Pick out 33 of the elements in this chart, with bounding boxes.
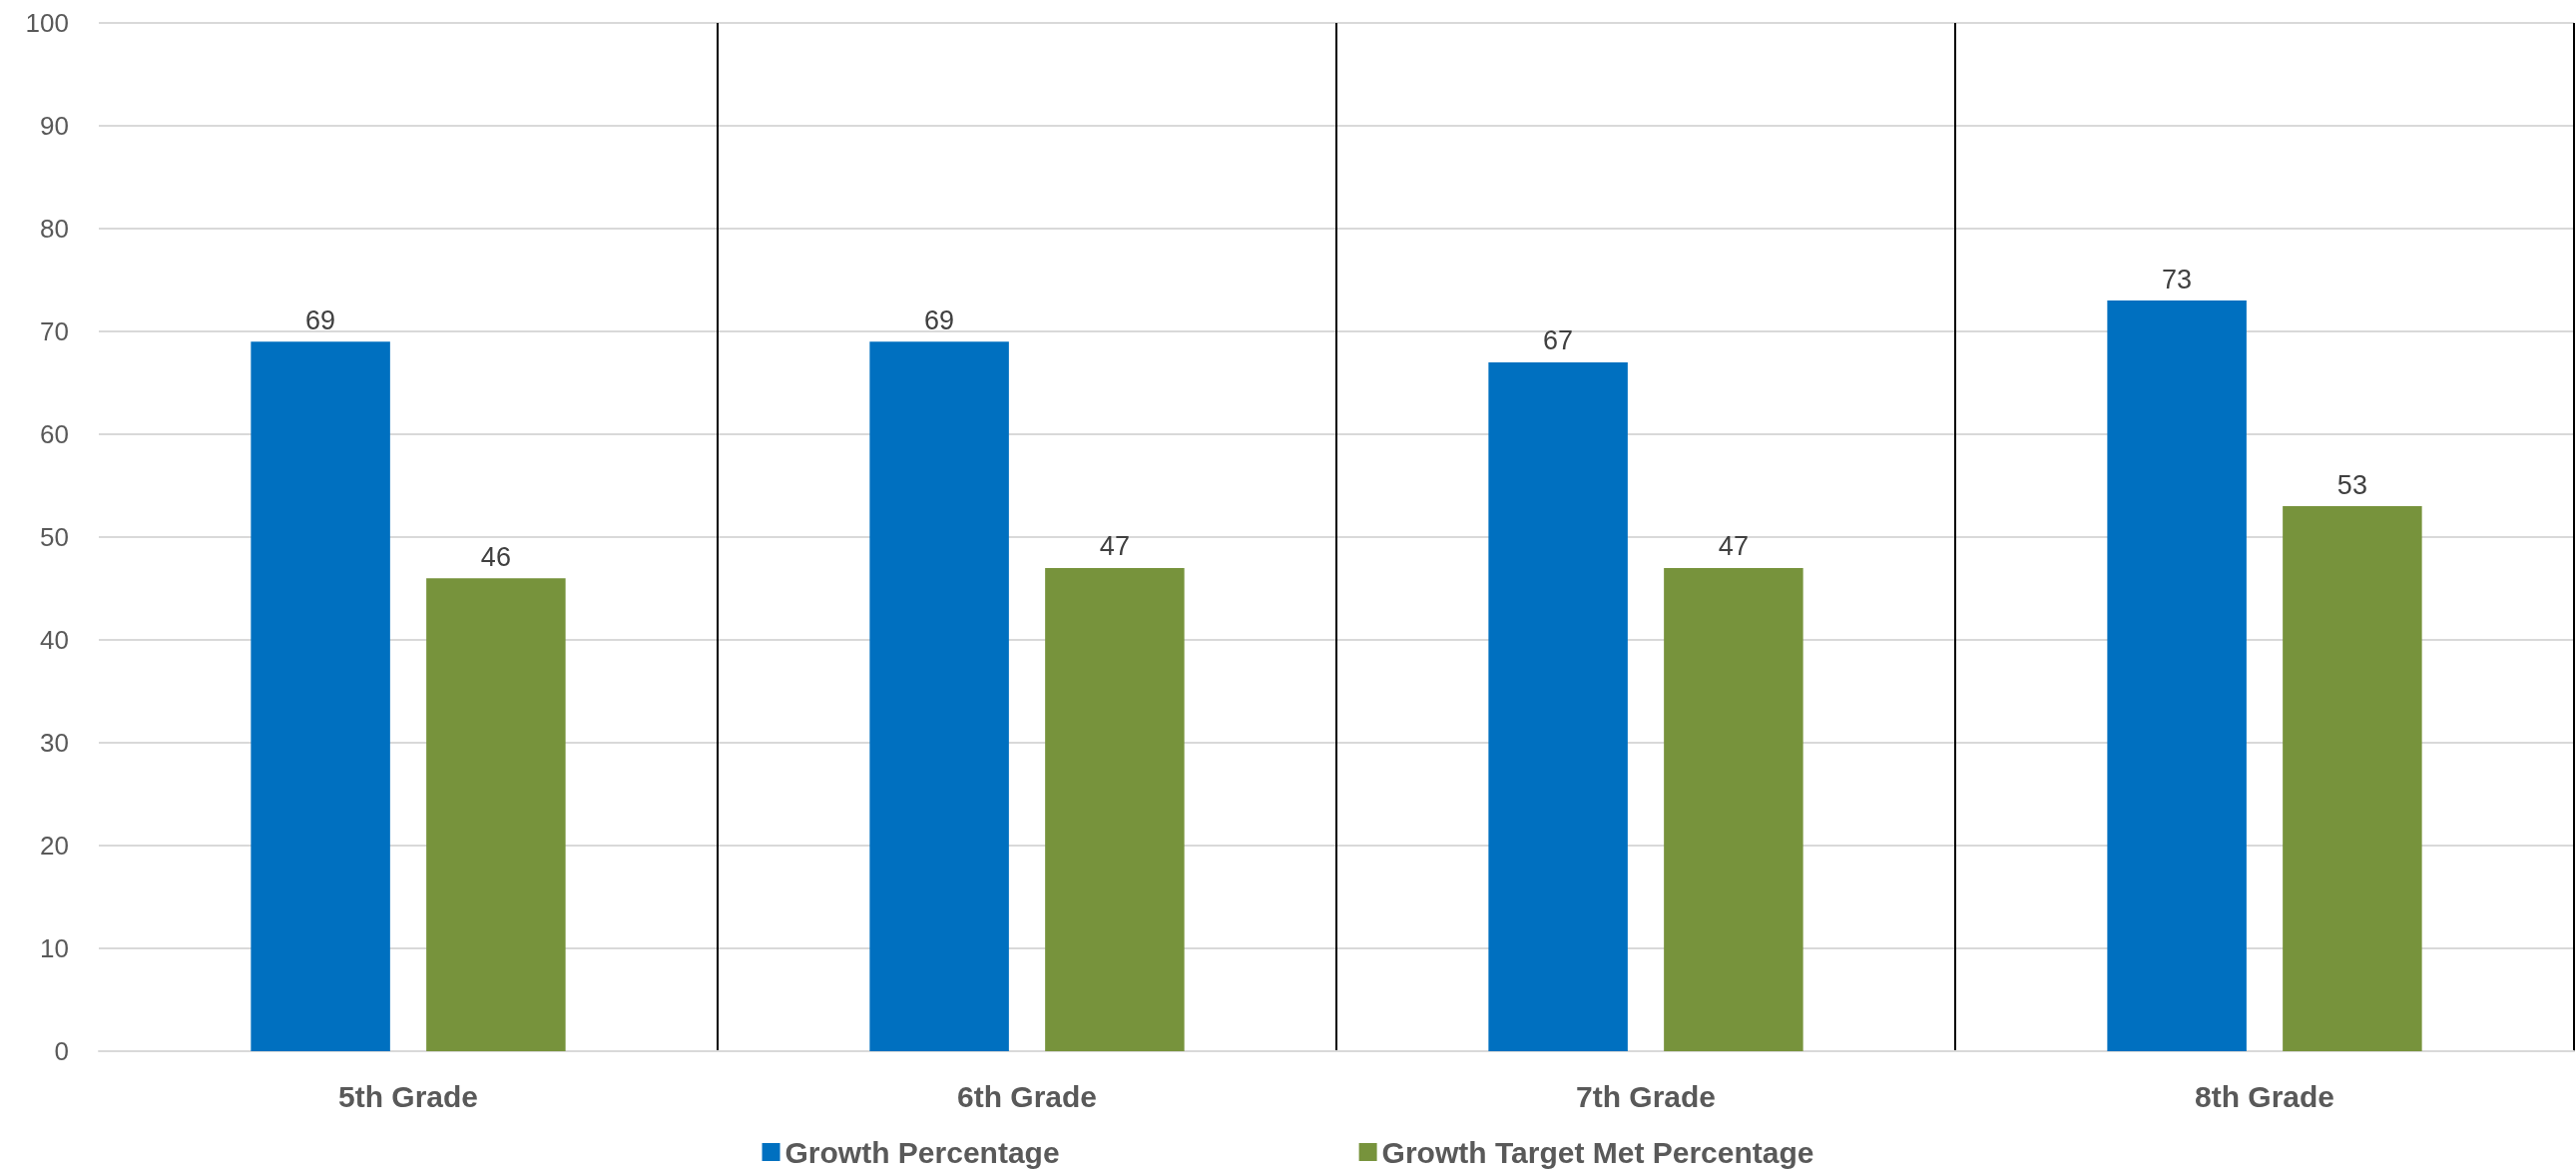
y-tick-label: 50 <box>40 522 69 552</box>
data-label: 67 <box>1543 325 1574 356</box>
data-label: 47 <box>1099 531 1130 562</box>
y-tick-label: 10 <box>40 933 69 963</box>
bar <box>426 578 566 1051</box>
data-label: 46 <box>480 541 511 572</box>
y-tick-label: 90 <box>40 111 69 141</box>
y-tick-label: 40 <box>40 625 69 655</box>
y-tick-label: 20 <box>40 831 69 861</box>
y-tick-label: 60 <box>40 419 69 449</box>
x-tick-label: 7th Grade <box>1575 1079 1717 1113</box>
bar <box>2107 300 2247 1051</box>
data-label: 69 <box>924 304 955 335</box>
y-tick-label: 100 <box>25 8 69 38</box>
bar <box>869 341 1009 1051</box>
legend-label: Growth Target Met Percentage <box>1381 1135 1814 1169</box>
x-tick-label: 5th Grade <box>337 1079 479 1113</box>
data-label: 47 <box>1718 531 1749 562</box>
y-tick-label: 70 <box>40 316 69 346</box>
data-label: 73 <box>2162 264 2193 294</box>
y-tick-label: 30 <box>40 728 69 758</box>
x-tick-label: 6th Grade <box>956 1079 1098 1113</box>
y-tick-label: 0 <box>54 1036 69 1066</box>
bar <box>251 341 390 1051</box>
data-label: 69 <box>305 304 336 335</box>
y-tick-label: 80 <box>40 214 69 244</box>
legend-label: Growth Percentage <box>784 1135 1060 1169</box>
bar <box>1488 361 1628 1051</box>
x-tick-label: 8th Grade <box>2194 1079 2335 1113</box>
bar <box>2283 506 2422 1051</box>
bar <box>1045 567 1185 1051</box>
bar <box>1664 567 1803 1051</box>
data-label: 53 <box>2336 469 2367 500</box>
